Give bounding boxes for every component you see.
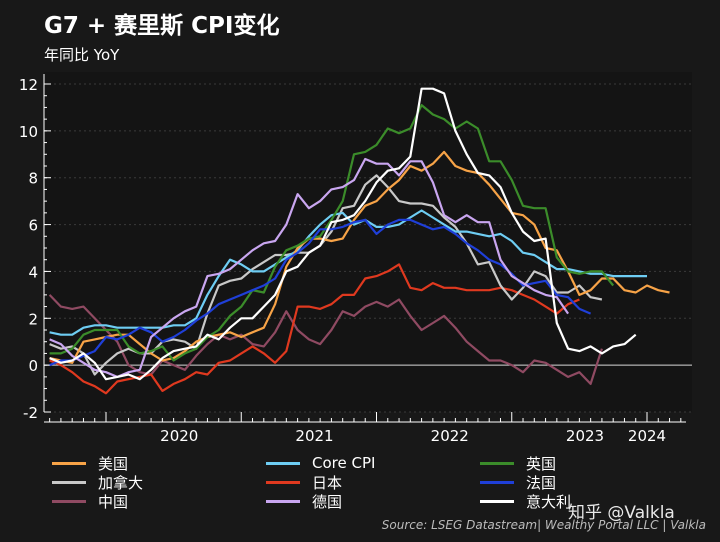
x-axis: 2020 2021 2022 2023 2024 — [44, 412, 686, 445]
plot-area — [44, 72, 692, 412]
x-tick-label: 2020 — [160, 427, 198, 445]
chart-subtitle: 年同比 YoY — [44, 46, 120, 64]
source-note: Source: LSEG Datastream| Wealthy Portal … — [381, 518, 706, 532]
y-tick-label: -2 — [23, 404, 38, 422]
series-line-1 — [49, 209, 647, 336]
y-axis: 12 10 8 6 4 2 0 -2 — [19, 74, 51, 422]
y-tick-label: 0 — [28, 357, 38, 375]
y-tick-label: 2 — [28, 310, 38, 328]
series-line-7 — [49, 157, 570, 378]
y-tick-label: 4 — [28, 263, 38, 281]
x-tick-label: 2021 — [295, 427, 333, 445]
series-line-2 — [49, 103, 615, 362]
y-tick-label: 12 — [19, 76, 38, 94]
y-tick-label: 8 — [28, 170, 38, 188]
series-line-5 — [49, 218, 592, 367]
y-tick-label: 10 — [19, 123, 38, 141]
watermark: 知乎 @Valkla — [568, 503, 675, 523]
x-tick-label: 2022 — [431, 427, 469, 445]
x-tick-label: 2024 — [628, 427, 666, 445]
series-line-6 — [48, 294, 603, 385]
series-lines — [48, 87, 670, 395]
chart-title: G7 + 赛里斯 CPI变化 — [44, 13, 280, 39]
series-line-8 — [49, 87, 637, 381]
x-tick-label: 2023 — [566, 427, 604, 445]
y-tick-label: 6 — [28, 217, 38, 235]
